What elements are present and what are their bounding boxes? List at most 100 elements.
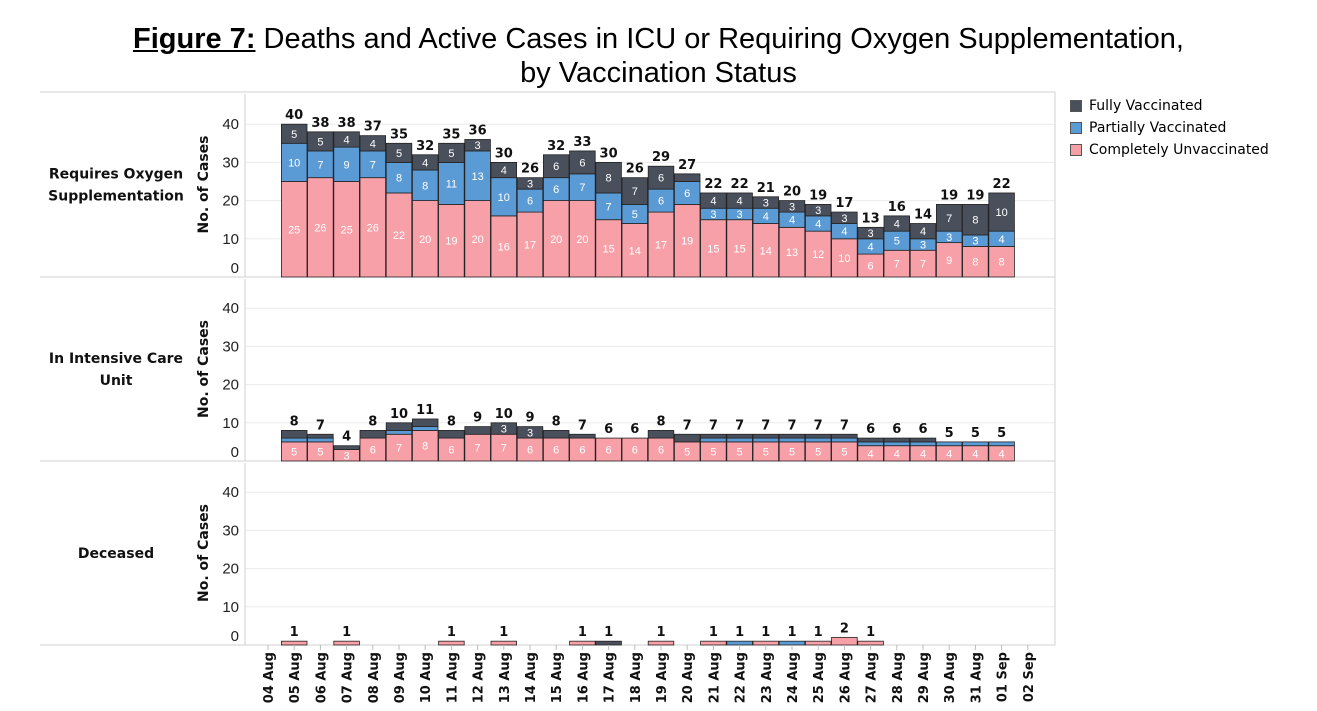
figure-label: Figure 7: [133, 23, 256, 55]
segment-label-in-intensive-care-unit-14-aug-fully-vaccinated: 3 [527, 427, 533, 439]
x-tick-label-16-aug: 16 Aug [576, 652, 591, 703]
segment-label-requires-oxygen-supplementation-24-aug-fully-vaccinated: 3 [789, 201, 795, 213]
segment-label-requires-oxygen-supplementation-18-aug-fully-vaccinated: 7 [632, 186, 638, 198]
bar-segment-requires-oxygen-supplementation-31-aug-fully-vaccinated [962, 204, 989, 236]
total-label-in-intensive-care-unit-27-aug: 6 [866, 422, 875, 437]
bar-segment-requires-oxygen-supplementation-14-aug-completely-unvaccinated [516, 211, 544, 278]
segment-label-requires-oxygen-supplementation-07-aug-fully-vaccinated: 4 [344, 134, 350, 146]
bar-segment-requires-oxygen-supplementation-10-aug-completely-unvaccinated [411, 200, 439, 278]
segment-label-requires-oxygen-supplementation-10-aug-partially-vaccinated: 8 [422, 180, 428, 192]
bar-segment-requires-oxygen-supplementation-16-aug-partially-vaccinated [569, 173, 596, 202]
segment-label-requires-oxygen-supplementation-06-aug-fully-vaccinated: 5 [317, 136, 323, 148]
panel-label-in-intensive-care-unit-line-1: In Intensive Care [49, 351, 183, 367]
segment-label-requires-oxygen-supplementation-25-aug-completely-unvaccinated: 12 [812, 249, 824, 261]
bar-segment-requires-oxygen-supplementation-19-aug-fully-vaccinated [647, 165, 675, 190]
x-tick-label-20-aug: 20 Aug [681, 652, 696, 703]
total-label-requires-oxygen-supplementation-16-aug: 33 [573, 135, 591, 150]
segment-label-in-intensive-care-unit-21-aug-completely-unvaccinated: 5 [710, 446, 716, 458]
total-label-in-intensive-care-unit-08-aug: 8 [368, 414, 377, 429]
total-label-deceased-21-aug: 1 [709, 625, 718, 640]
segment-label-requires-oxygen-supplementation-09-aug-completely-unvaccinated: 22 [393, 230, 405, 242]
segment-label-in-intensive-care-unit-29-aug-completely-unvaccinated: 4 [920, 448, 926, 460]
bar-segment-in-intensive-care-unit-24-aug-partially-vaccinated [778, 437, 806, 443]
total-label-in-intensive-care-unit-18-aug: 6 [630, 422, 639, 437]
legend-item-fully-vaccinated[interactable]: Fully Vaccinated [1070, 95, 1269, 117]
segment-label-in-intensive-care-unit-11-aug-completely-unvaccinated: 6 [448, 445, 454, 457]
legend-swatch-completely-unvaccinated [1070, 144, 1082, 156]
bar-segment-in-intensive-care-unit-09-aug-partially-vaccinated [385, 430, 413, 435]
segment-label-requires-oxygen-supplementation-17-aug-partially-vaccinated: 7 [606, 201, 612, 213]
bar-segment-in-intensive-care-unit-05-aug-partially-vaccinated [280, 437, 308, 443]
total-label-requires-oxygen-supplementation-10-aug: 32 [416, 139, 434, 154]
segment-label-requires-oxygen-supplementation-17-aug-fully-vaccinated: 8 [606, 173, 612, 185]
segment-label-requires-oxygen-supplementation-19-aug-completely-unvaccinated: 17 [655, 240, 667, 252]
bar-segment-deceased-21-aug-completely-unvaccinated [700, 640, 727, 646]
segment-label-in-intensive-care-unit-27-aug-completely-unvaccinated: 4 [868, 448, 874, 460]
total-label-in-intensive-care-unit-25-aug: 7 [814, 418, 823, 433]
bar-segment-deceased-07-aug-completely-unvaccinated [333, 640, 360, 646]
segment-label-in-intensive-care-unit-07-aug-completely-unvaccinated: 3 [344, 450, 350, 462]
y-axis-label-requires-oxygen-supplementation: No. of Cases [196, 136, 212, 234]
bar-segment-in-intensive-care-unit-27-aug-partially-vaccinated [857, 441, 884, 447]
segment-label-requires-oxygen-supplementation-13-aug-partially-vaccinated: 10 [498, 192, 510, 204]
legend-item-partially-vaccinated[interactable]: Partially Vaccinated [1070, 117, 1269, 139]
bar-segment-in-intensive-care-unit-10-aug-fully-vaccinated [411, 418, 439, 428]
bar-segment-requires-oxygen-supplementation-05-aug-partially-vaccinated [280, 142, 308, 182]
x-axis: 04 Aug 05 Aug 06 Aug 07 Aug 08 Aug 09 Aug 10 A… [262, 645, 1037, 703]
y-axis-label-in-intensive-care-unit: No. of Cases [196, 320, 212, 418]
segment-label-requires-oxygen-supplementation-26-aug-fully-vaccinated: 3 [841, 213, 847, 225]
segment-label-requires-oxygen-supplementation-14-aug-completely-unvaccinated: 17 [524, 240, 536, 252]
bar-segment-requires-oxygen-supplementation-08-aug-fully-vaccinated [359, 135, 387, 152]
y-tick-label-in-intensive-care-unit-0: 0 [231, 444, 239, 461]
bar-segment-in-intensive-care-unit-23-aug-fully-vaccinated [752, 433, 780, 439]
segment-label-in-intensive-care-unit-22-aug-completely-unvaccinated: 5 [737, 446, 743, 458]
bar-segment-in-intensive-care-unit-31-aug-partially-vaccinated [962, 441, 989, 447]
segment-label-requires-oxygen-supplementation-17-aug-completely-unvaccinated: 15 [602, 243, 614, 255]
bar-segment-requires-oxygen-supplementation-18-aug-fully-vaccinated [621, 177, 649, 205]
segment-label-requires-oxygen-supplementation-28-aug-completely-unvaccinated: 7 [894, 259, 900, 271]
bar-segment-requires-oxygen-supplementation-11-aug-partially-vaccinated [438, 161, 465, 205]
bar-segment-in-intensive-care-unit-26-aug-fully-vaccinated [831, 433, 858, 439]
bar-segment-requires-oxygen-supplementation-10-aug-partially-vaccinated [411, 169, 439, 201]
total-label-in-intensive-care-unit-01-sep: 5 [997, 426, 1006, 441]
x-tick-label-06-aug: 06 Aug [314, 652, 329, 703]
segment-label-requires-oxygen-supplementation-23-aug-completely-unvaccinated: 14 [760, 245, 772, 257]
segment-label-requires-oxygen-supplementation-11-aug-partially-vaccinated: 11 [446, 178, 457, 190]
total-label-in-intensive-care-unit-11-aug: 8 [447, 414, 456, 429]
total-label-requires-oxygen-supplementation-11-aug: 35 [442, 127, 460, 142]
legend-item-completely-unvaccinated[interactable]: Completely Unvaccinated [1070, 139, 1269, 161]
segment-label-in-intensive-care-unit-28-aug-completely-unvaccinated: 4 [894, 448, 900, 460]
total-label-requires-oxygen-supplementation-09-aug: 35 [390, 127, 408, 142]
segment-label-requires-oxygen-supplementation-09-aug-fully-vaccinated: 5 [396, 148, 402, 160]
segment-label-in-intensive-care-unit-31-aug-completely-unvaccinated: 4 [972, 448, 978, 460]
bar-segment-deceased-16-aug-completely-unvaccinated [569, 640, 596, 646]
segment-label-requires-oxygen-supplementation-01-sep-partially-vaccinated: 4 [999, 234, 1005, 246]
segment-label-in-intensive-care-unit-24-aug-completely-unvaccinated: 5 [789, 446, 795, 458]
bar-segment-requires-oxygen-supplementation-22-aug-fully-vaccinated [726, 192, 753, 209]
total-label-in-intensive-care-unit-10-aug: 11 [416, 403, 434, 418]
total-label-requires-oxygen-supplementation-21-aug: 22 [704, 177, 722, 192]
bar-segment-in-intensive-care-unit-18-aug-completely-unvaccinated [621, 437, 649, 462]
segment-label-requires-oxygen-supplementation-11-aug-fully-vaccinated: 5 [448, 148, 454, 160]
segment-label-requires-oxygen-supplementation-20-aug-completely-unvaccinated: 19 [681, 236, 693, 248]
segment-label-requires-oxygen-supplementation-27-aug-completely-unvaccinated: 6 [868, 261, 874, 273]
segment-label-requires-oxygen-supplementation-19-aug-fully-vaccinated: 6 [658, 173, 664, 185]
bar-segment-requires-oxygen-supplementation-20-aug-fully-vaccinated [674, 173, 701, 182]
segment-label-requires-oxygen-supplementation-28-aug-partially-vaccinated: 5 [894, 236, 900, 248]
segment-label-in-intensive-care-unit-01-sep-completely-unvaccinated: 4 [999, 448, 1005, 460]
total-label-requires-oxygen-supplementation-27-aug: 13 [862, 211, 880, 226]
bar-segment-requires-oxygen-supplementation-06-aug-fully-vaccinated [307, 131, 334, 152]
panel-requires-oxygen-supplementation: 0 10 20 30 40 No. of Cases Requires Oxygen Supp… [40, 94, 1055, 278]
bar-segment-in-intensive-care-unit-26-aug-partially-vaccinated [831, 437, 858, 443]
bar-segment-in-intensive-care-unit-14-aug-fully-vaccinated [516, 426, 544, 439]
total-label-in-intensive-care-unit-15-aug: 8 [552, 414, 561, 429]
bar-segment-requires-oxygen-supplementation-18-aug-completely-unvaccinated [621, 223, 649, 278]
bar-segment-requires-oxygen-supplementation-11-aug-fully-vaccinated [438, 142, 465, 163]
bar-segment-requires-oxygen-supplementation-30-aug-fully-vaccinated [936, 204, 963, 232]
bar-segment-requires-oxygen-supplementation-28-aug-fully-vaccinated [883, 215, 911, 232]
total-label-requires-oxygen-supplementation-19-aug: 29 [652, 150, 670, 165]
segment-label-requires-oxygen-supplementation-24-aug-partially-vaccinated: 4 [789, 215, 795, 227]
y-tick-label-requires-oxygen-supplementation-20: 20 [222, 193, 239, 210]
segment-label-requires-oxygen-supplementation-20-aug-partially-vaccinated: 6 [684, 188, 690, 200]
total-label-in-intensive-care-unit-06-aug: 7 [316, 418, 325, 433]
